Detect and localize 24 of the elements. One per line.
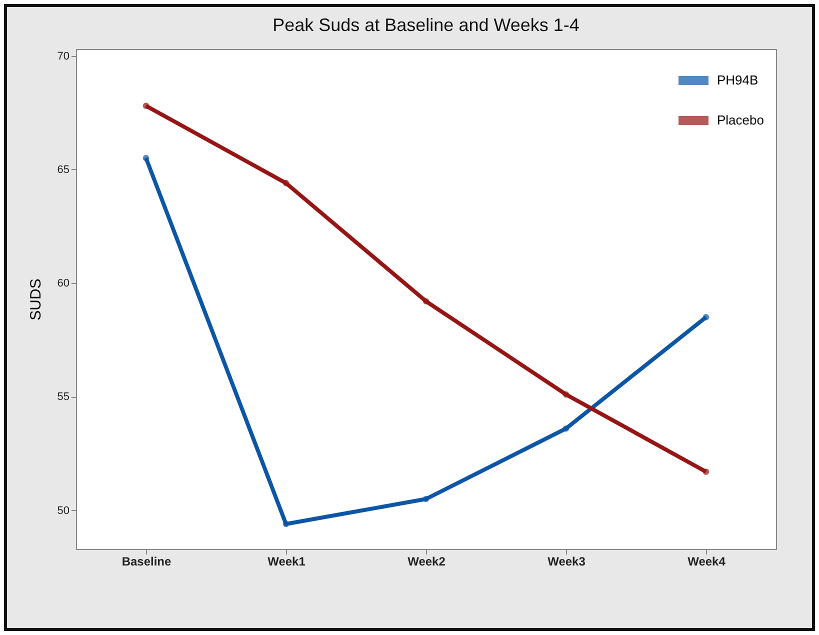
point [422, 298, 430, 304]
x-tick-label: Week3 [548, 554, 586, 568]
x-tick-label: Week4 [688, 554, 726, 568]
chart-title: Peak Suds at Baseline and Weeks 1-4 [272, 15, 580, 35]
x-tick-label: Baseline [122, 554, 172, 568]
point [142, 102, 150, 109]
point [562, 391, 570, 398]
y-tick-label: 65 [57, 164, 70, 176]
point [702, 468, 710, 475]
x-tick-label: Week2 [408, 554, 446, 568]
x-tick-label: Week1 [268, 554, 306, 568]
point [702, 314, 710, 320]
legend-label: Placebo [717, 112, 764, 128]
y-tick-label: 50 [57, 504, 70, 517]
legend-label: PH94B [717, 72, 758, 88]
point [282, 520, 290, 528]
y-tick-label: 55 [57, 391, 70, 404]
point [422, 496, 430, 502]
y-tick-label: 60 [57, 278, 70, 290]
point [282, 180, 290, 186]
y-axis-title: SUDS [27, 278, 44, 320]
point [562, 425, 570, 432]
y-tick-label: 70 [57, 50, 70, 62]
point [142, 154, 150, 162]
